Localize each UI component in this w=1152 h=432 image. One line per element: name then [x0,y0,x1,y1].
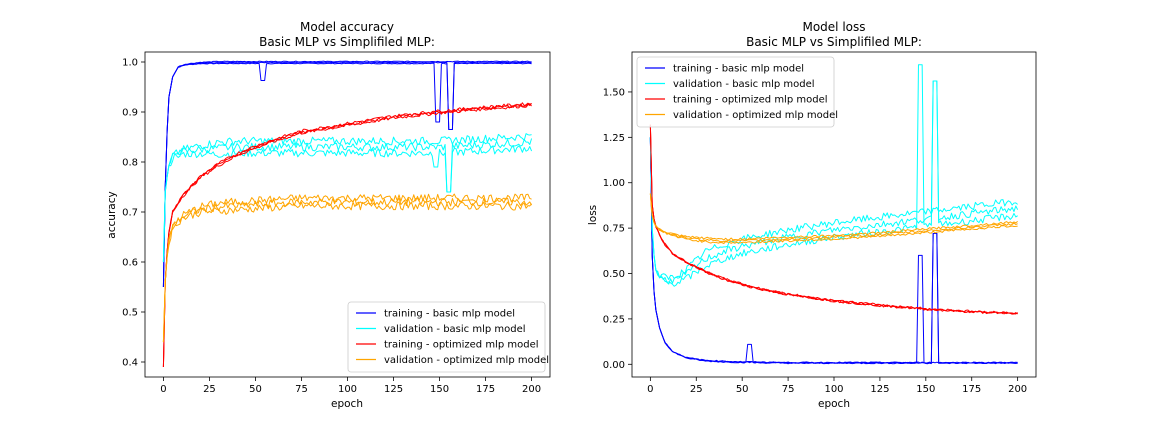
loss-chart: Model loss Basic MLP vs Simplifiled MLP:… [587,20,1037,410]
loss-chart-title-line1: Model loss [802,20,865,34]
series-line [162,138,533,263]
y-tick-label: 1.00 [603,178,625,189]
loss-x-axis-label: epoch [818,398,850,410]
series-line [649,137,1018,364]
y-tick-label: 0.7 [122,208,138,219]
x-tick-label: 150 [916,384,935,395]
series-line [162,62,532,288]
legend-entry: training - basic mlp model [673,64,804,75]
y-tick-label: 0.00 [603,360,625,371]
series-validation-basic-mlp-model [162,133,533,263]
series-line [162,144,533,263]
x-tick-label: 25 [690,384,703,395]
x-tick-label: 50 [736,384,749,395]
series-line [162,61,532,288]
x-tick-label: 200 [1008,384,1027,395]
y-tick-label: 0.75 [603,224,625,235]
series-line [162,197,533,343]
loss-chart-title-line2: Basic MLP vs Simplifiled MLP: [746,35,922,49]
series-validation-optimized-mlp-model [649,193,1018,245]
x-tick-label: 0 [160,384,166,395]
legend-box [347,301,546,373]
x-tick-label: 175 [476,384,495,395]
y-tick-label: 0.6 [122,258,138,269]
legend-entry: validation - optimized mlp model [384,355,549,366]
series-training-basic-mlp-model [162,60,532,288]
x-tick-label: 50 [249,384,262,395]
accuracy-chart: Model accuracy Basic MLP vs Simplifiled … [106,20,551,410]
series-line [162,102,532,368]
series-line [649,193,1018,241]
x-tick-label: 175 [962,384,981,395]
series-line [649,124,1018,315]
x-tick-label: 100 [338,384,357,395]
y-tick-label: 1.0 [122,58,138,69]
y-tick-label: 0.4 [122,358,138,369]
x-tick-label: 0 [647,384,653,395]
y-tick-label: 1.25 [603,133,625,144]
series-line [162,201,532,343]
x-tick-label: 125 [870,384,889,395]
legend-entry: training - optimized mlp model [673,95,828,106]
y-tick-label: 0.5 [122,308,138,319]
accuracy-x-axis-label: epoch [331,398,363,410]
series-line [649,193,1018,245]
legend: training - basic mlp model validation - b… [636,56,838,128]
series-training-optimized-mlp-model [649,124,1018,315]
legend-entry: training - basic mlp model [384,309,515,320]
y-tick-label: 0.25 [603,314,625,325]
series-training-basic-mlp-model [649,137,1018,365]
accuracy-y-axis-label: accuracy [106,191,118,238]
series-line [162,133,532,263]
x-tick-label: 25 [203,384,216,395]
y-tick-label: 0.8 [122,158,138,169]
series-line [649,80,1019,285]
legend-entry: validation - optimized mlp model [673,110,838,121]
x-tick-label: 75 [782,384,795,395]
series-line [649,193,1018,243]
y-tick-label: 0.9 [122,108,138,119]
accuracy-chart-title-line2: Basic MLP vs Simplifiled MLP: [259,35,435,49]
series-training-optimized-mlp-model [162,102,532,368]
legend-entry: validation - basic mlp model [673,79,815,90]
x-tick-label: 125 [384,384,403,395]
loss-plot-area: 0 25 50 75 100 125 150 175 200 0.00 0.25 0.50 0.75 1.… [603,51,1037,395]
y-tick-label: 0.50 [603,269,625,280]
legend-box [636,56,835,128]
legend-entry: validation - basic mlp model [384,324,526,335]
accuracy-plot-area: 0 25 50 75 100 125 150 175 200 0.4 0.5 0.6 0.7 0.8 0.9… [122,51,551,395]
x-tick-label: 100 [824,384,843,395]
y-tick-label: 1.50 [603,87,625,98]
series-line [162,60,532,288]
series-line [649,137,1018,280]
x-tick-label: 150 [430,384,449,395]
legend: training - basic mlp model validation - b… [347,301,549,373]
series-line [649,124,1018,315]
series-validation-optimized-mlp-model [162,193,533,343]
legend-entry: training - optimized mlp model [384,340,539,351]
x-tick-label: 75 [295,384,308,395]
loss-y-axis-label: loss [587,205,599,225]
series-line [162,193,532,343]
accuracy-chart-title-line1: Model accuracy [300,20,394,34]
series-line [162,102,532,368]
x-tick-label: 200 [522,384,541,395]
